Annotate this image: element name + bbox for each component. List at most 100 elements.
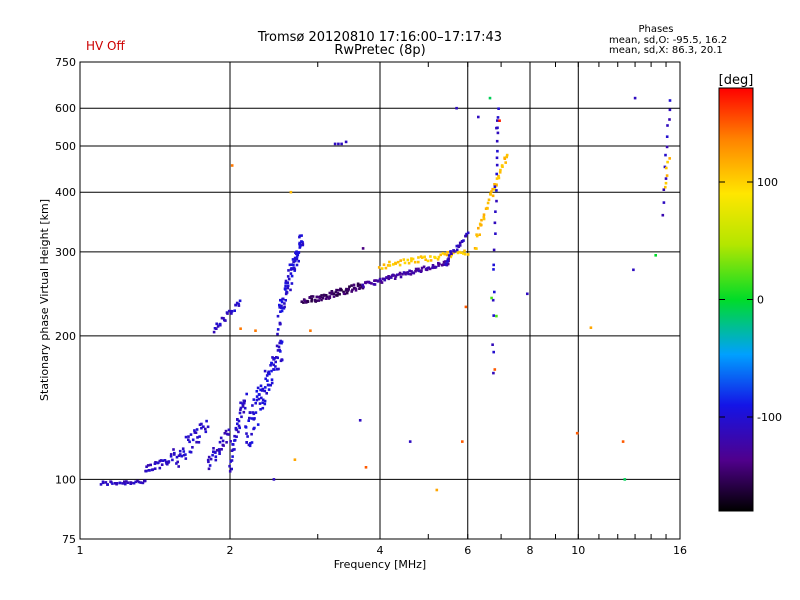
echo-point [464, 305, 468, 309]
echo-point [281, 297, 285, 301]
echo-point [449, 250, 452, 253]
echo-point [223, 432, 227, 435]
echo-point [336, 292, 340, 295]
echo-point [447, 254, 451, 257]
echo-point [477, 115, 480, 119]
echo-point [300, 234, 303, 237]
colorbar-tick-label: 0 [757, 294, 764, 307]
echo-point [225, 441, 228, 444]
echo-point [245, 392, 248, 396]
echo-point [500, 164, 504, 167]
colorbar-tick-label: -100 [757, 411, 782, 424]
echo-point [399, 259, 402, 262]
echo-point [263, 369, 267, 373]
echo-point [328, 296, 332, 299]
echo-point [393, 277, 397, 280]
echo-point [164, 460, 168, 464]
echo-point [466, 231, 470, 235]
echo-point [495, 139, 499, 143]
echo-point [356, 282, 360, 286]
echo-point [417, 256, 420, 259]
echo-point [340, 142, 343, 146]
echo-point [184, 457, 188, 460]
echo-point [264, 377, 267, 381]
echo-point [403, 261, 407, 265]
echo-point [123, 480, 126, 483]
echo-point [498, 119, 501, 122]
echo-point [306, 299, 309, 303]
echo-point [284, 292, 288, 296]
echo-point [252, 398, 256, 401]
echo-point [575, 431, 579, 435]
echo-point [285, 291, 289, 294]
echo-point [499, 168, 502, 172]
echo-point [666, 160, 669, 164]
echo-point [328, 291, 332, 295]
echo-point [333, 142, 337, 146]
echo-point [320, 298, 323, 302]
echo-point [255, 395, 259, 398]
echo-point [245, 432, 248, 435]
echo-point [143, 479, 147, 483]
echo-point [237, 302, 240, 306]
echo-point [461, 440, 464, 443]
echo-point [354, 287, 358, 291]
echo-point [486, 201, 490, 205]
echo-point [365, 280, 369, 284]
echo-point [487, 198, 491, 202]
echo-point [301, 242, 305, 246]
echo-point [233, 309, 236, 312]
echo-point [146, 464, 150, 467]
echo-point [401, 272, 404, 276]
echo-point [664, 177, 668, 180]
echo-point [410, 257, 413, 260]
echo-point [239, 401, 242, 405]
echo-point [222, 444, 225, 447]
echo-point [145, 465, 148, 468]
echo-point [191, 438, 195, 442]
echo-point [420, 266, 424, 270]
echo-point [447, 257, 450, 260]
echo-point [250, 432, 253, 436]
echo-point [441, 252, 445, 255]
echo-point [293, 259, 297, 263]
echo-point [218, 449, 221, 453]
echo-point [420, 269, 423, 272]
echo-point [198, 423, 202, 426]
echo-point [267, 388, 271, 391]
echo-point [272, 478, 276, 481]
echo-point [475, 233, 478, 236]
echo-point [295, 257, 299, 261]
echo-point [376, 280, 380, 283]
echo-point [197, 441, 201, 444]
echo-point [233, 448, 236, 451]
echo-point [493, 221, 497, 225]
echo-point [496, 119, 499, 122]
echo-point [445, 253, 449, 257]
echo-point [283, 287, 287, 291]
echo-point [431, 264, 435, 267]
echo-point [182, 450, 186, 453]
echo-point [104, 481, 108, 484]
echo-point [242, 410, 246, 414]
echo-point [182, 453, 186, 457]
echo-point [265, 392, 268, 395]
echo-point [364, 466, 368, 469]
echo-point [478, 233, 481, 236]
echo-point [480, 218, 483, 222]
echo-point [230, 312, 233, 315]
echo-point [153, 467, 157, 470]
echo-point [662, 188, 666, 191]
echo-point [230, 459, 234, 462]
echo-point [132, 481, 136, 485]
echo-point [361, 283, 364, 287]
echo-point [287, 269, 290, 272]
echo-point [437, 264, 440, 267]
echo-point [417, 267, 420, 271]
echo-point [229, 440, 232, 443]
echo-point [275, 356, 278, 359]
echo-point [284, 279, 288, 283]
echo-point [260, 396, 263, 400]
echo-point [446, 262, 450, 266]
echo-point [220, 316, 224, 320]
